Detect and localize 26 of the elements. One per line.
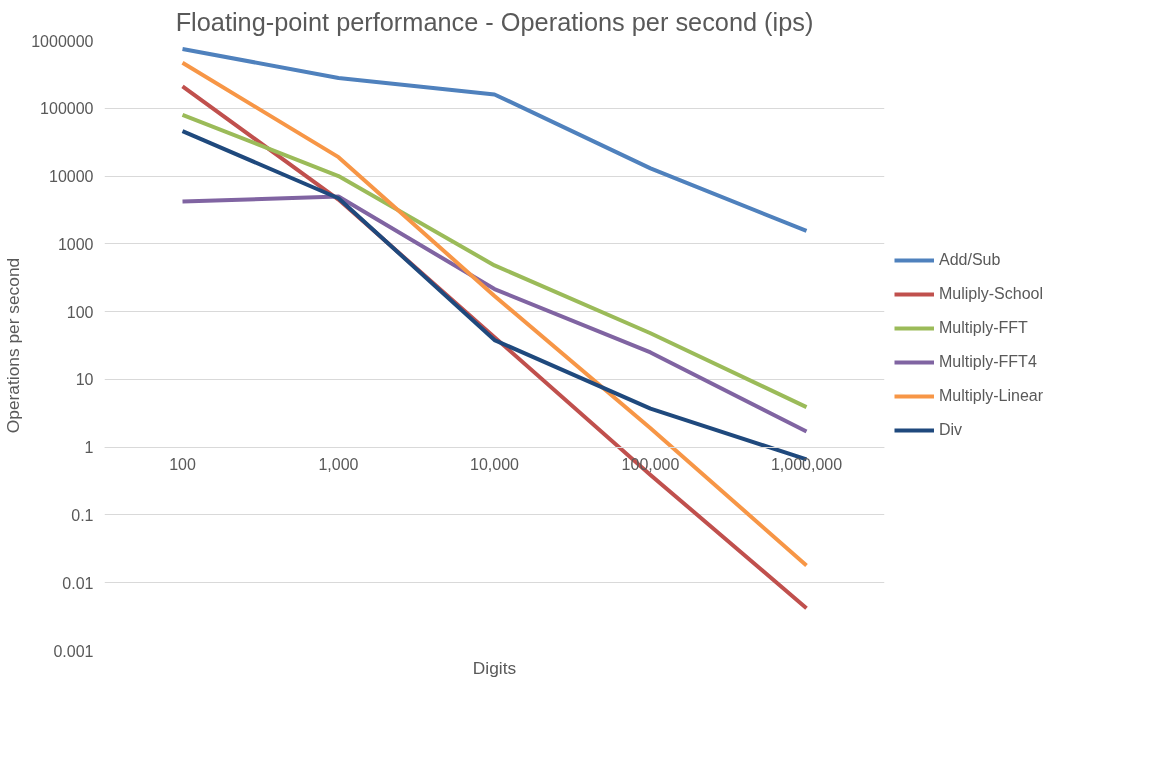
y-tick-label: 0.1 — [71, 506, 94, 524]
x-tick-label: 10,000 — [470, 456, 520, 474]
legend-label: Multiply-Linear — [939, 387, 1044, 405]
legend-label: Add/Sub — [939, 251, 1001, 269]
y-tick-label: 100000 — [40, 100, 94, 118]
x-tick-label: 1,000 — [318, 456, 359, 474]
y-tick-label: 0.001 — [53, 642, 94, 660]
chart-title: Floating-point performance - Operations per second (ips) — [175, 7, 814, 36]
y-tick-label: 100 — [66, 303, 94, 321]
legend-label: Muliply-School — [939, 285, 1044, 303]
y-tick-label: 1000 — [57, 235, 94, 253]
y-axis-title: Operations per second — [3, 257, 24, 434]
x-axis-title: Digits — [472, 657, 517, 678]
y-tick-label: 10000 — [49, 168, 94, 186]
line-series — [180, 194, 809, 434]
x-tick-label: 100 — [169, 456, 196, 474]
y-tick-label: 10 — [75, 371, 94, 389]
y-tick-label: 1000000 — [31, 32, 94, 50]
legend-label: Multiply-FFT — [939, 319, 1028, 337]
y-tick-label: 0.01 — [62, 574, 94, 592]
legend-label: Div — [939, 421, 963, 439]
legend-label: Multiply-FFT4 — [939, 353, 1037, 371]
x-tick-label: 1,000,000 — [770, 456, 843, 474]
y-tick-label: 1 — [84, 439, 94, 457]
line-series — [180, 112, 809, 410]
line-series — [180, 46, 809, 233]
